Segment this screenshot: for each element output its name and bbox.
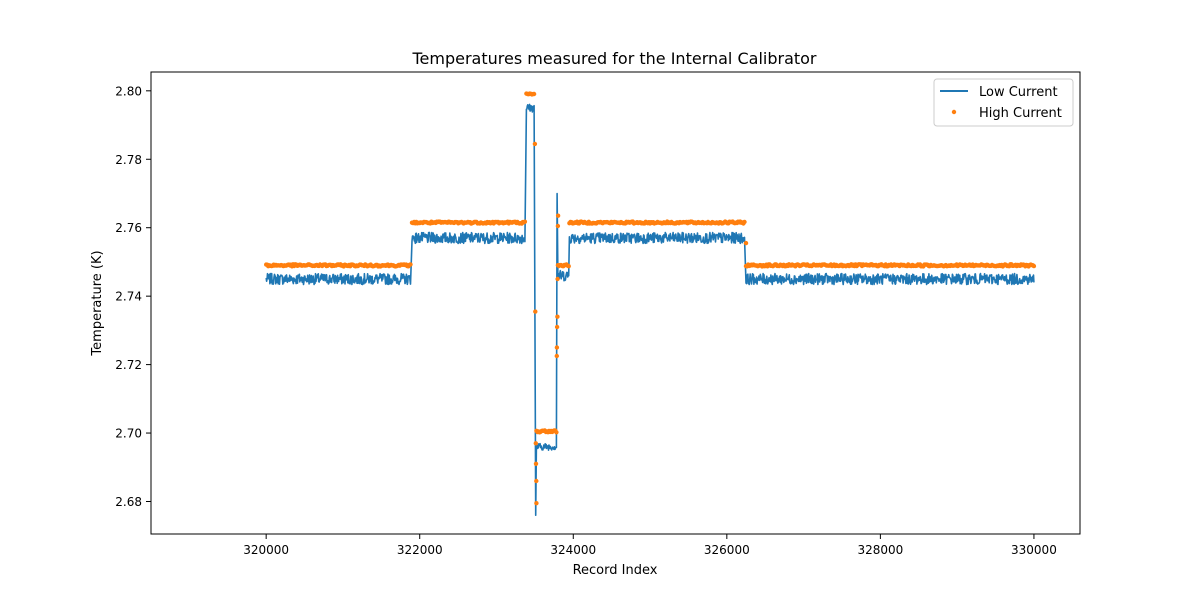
y-tick-label: 2.68 bbox=[115, 495, 142, 509]
legend-label-low-current: Low Current bbox=[979, 85, 1058, 100]
high-current-point bbox=[408, 262, 413, 267]
y-axis: 2.68 2.70 2.72 2.74 2.76 2.78 2.80 bbox=[115, 84, 151, 509]
y-tick-label: 2.76 bbox=[115, 221, 142, 235]
low-current-series-line bbox=[265, 103, 1035, 516]
high-current-point bbox=[534, 501, 539, 506]
high-current-point bbox=[555, 213, 561, 218]
x-tick-label: 322000 bbox=[397, 543, 443, 557]
plot-area-frame bbox=[150, 71, 1081, 535]
high-current-point bbox=[532, 141, 538, 147]
high-current-point bbox=[555, 223, 561, 229]
x-axis: 320000 322000 324000 326000 328000 330000 bbox=[243, 534, 1057, 557]
y-tick-label: 2.70 bbox=[115, 427, 142, 441]
high-current-point bbox=[554, 430, 559, 435]
high-current-point bbox=[742, 219, 747, 225]
y-tick-label: 2.80 bbox=[115, 84, 142, 98]
high-current-point bbox=[531, 91, 537, 97]
high-current-point bbox=[566, 264, 571, 269]
high-current-point bbox=[555, 276, 560, 282]
high-current-point bbox=[1031, 263, 1037, 269]
high-current-point bbox=[554, 324, 560, 330]
high-current-point bbox=[533, 441, 538, 446]
legend: Low Current High Current bbox=[933, 78, 1074, 127]
y-tick-label: 2.72 bbox=[115, 358, 142, 372]
legend-label-high-current: High Current bbox=[979, 106, 1062, 121]
y-tick-label: 2.78 bbox=[115, 153, 142, 167]
series-layer bbox=[264, 91, 1037, 516]
chart-title: Temperatures measured for the Internal C… bbox=[411, 49, 816, 68]
x-tick-label: 330000 bbox=[1011, 543, 1057, 557]
high-current-point bbox=[743, 240, 749, 246]
legend-dot-swatch bbox=[951, 109, 957, 115]
x-tick-label: 324000 bbox=[550, 543, 596, 557]
x-axis-label: Record Index bbox=[573, 563, 658, 578]
high-current-point bbox=[554, 345, 560, 350]
high-current-point bbox=[533, 309, 538, 314]
high-current-point bbox=[534, 478, 539, 484]
high-current-point bbox=[555, 314, 560, 319]
x-tick-label: 328000 bbox=[857, 543, 903, 557]
x-tick-label: 320000 bbox=[243, 543, 289, 557]
y-tick-label: 2.74 bbox=[115, 290, 142, 304]
high-current-point bbox=[522, 219, 528, 224]
high-current-point bbox=[533, 461, 539, 466]
x-tick-label: 326000 bbox=[704, 543, 750, 557]
y-axis-label: Temperature (K) bbox=[90, 250, 105, 356]
legend-box bbox=[933, 78, 1074, 127]
high-current-point bbox=[554, 353, 559, 359]
